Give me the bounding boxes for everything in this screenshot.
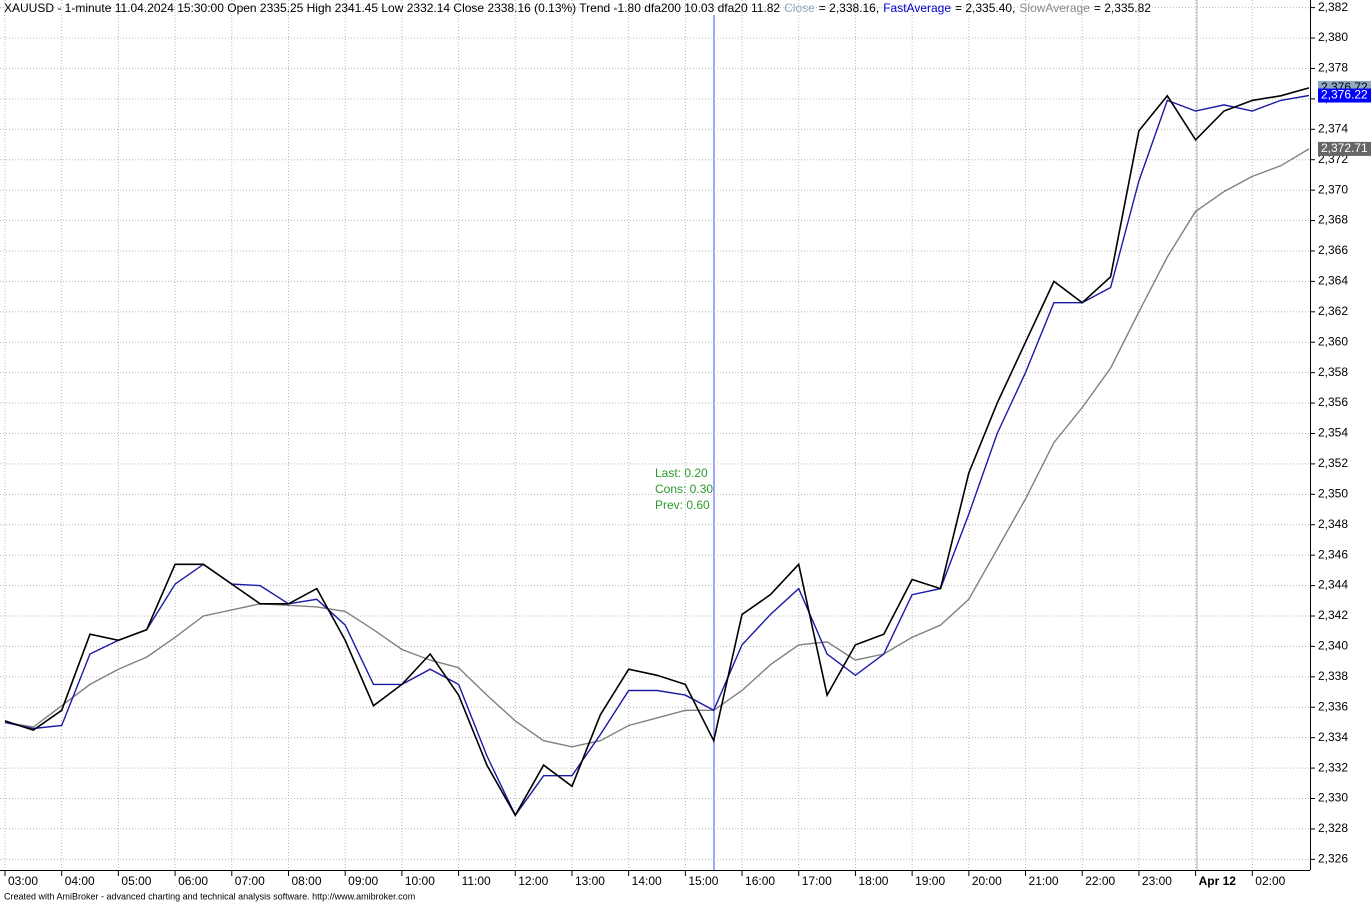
y-tick-label: 2,326: [1318, 852, 1348, 866]
y-tick-label: 2,380: [1318, 30, 1348, 44]
y-tick-label: 2,344: [1318, 578, 1348, 592]
annotation: Last: 0.20: [655, 466, 708, 480]
x-tick-label: Apr 12: [1199, 874, 1237, 888]
y-tick-label: 2,358: [1318, 365, 1348, 379]
x-tick-label: 03:00: [8, 874, 38, 888]
y-tick-label: 2,348: [1318, 517, 1348, 531]
y-tick-label: 2,330: [1318, 791, 1348, 805]
legend-readout: = 2,335.40,: [955, 1, 1015, 15]
y-tick-label: 2,364: [1318, 274, 1348, 288]
series-line: [4, 87, 1310, 817]
y-tick-label: 2,382: [1318, 0, 1348, 14]
y-tick-label: 2,370: [1318, 182, 1348, 196]
x-tick-label: 12:00: [518, 874, 548, 888]
series-lines: [4, 87, 1310, 817]
legend-name: FastAverage: [883, 1, 951, 15]
title-text: XAUUSD - 1-minute 11.04.2024 15:30:00 Op…: [4, 1, 780, 15]
y-tick-label: 2,328: [1318, 821, 1348, 835]
y-tick-label: 2,334: [1318, 730, 1348, 744]
x-tick-label: 09:00: [348, 874, 378, 888]
last-value-label: 2,372.71: [1321, 141, 1368, 155]
y-tick-label: 2,342: [1318, 608, 1348, 622]
y-tick-label: 2,374: [1318, 121, 1348, 135]
y-tick-label: 2,378: [1318, 61, 1348, 75]
y-tick-label: 2,350: [1318, 486, 1348, 500]
x-tick-label: 23:00: [1142, 874, 1172, 888]
legend-name: SlowAverage: [1019, 1, 1090, 15]
x-tick-label: 16:00: [745, 874, 775, 888]
x-tick-label: 06:00: [178, 874, 208, 888]
y-tick-label: 2,352: [1318, 456, 1348, 470]
grid: [0, 0, 1310, 870]
x-tick-label: 15:00: [688, 874, 718, 888]
x-tick-label: 21:00: [1029, 874, 1059, 888]
y-tick-label: 2,340: [1318, 639, 1348, 653]
x-tick-label: 04:00: [65, 874, 95, 888]
y-tick-label: 2,366: [1318, 243, 1348, 257]
y-tick-label: 2,356: [1318, 395, 1348, 409]
x-tick-label: 02:00: [1255, 874, 1285, 888]
annotation: Prev: 0.60: [655, 498, 710, 512]
y-tick-label: 2,354: [1318, 426, 1348, 440]
y-tick-label: 2,338: [1318, 669, 1348, 683]
y-tick-label: 2,346: [1318, 547, 1348, 561]
x-tick-label: 05:00: [121, 874, 151, 888]
x-tick-label: 22:00: [1085, 874, 1115, 888]
x-tick-label: 10:00: [405, 874, 435, 888]
chart-title: XAUUSD - 1-minute 11.04.2024 15:30:00 Op…: [4, 1, 1151, 15]
annotation: Cons: 0.30: [655, 482, 713, 496]
legend-readout: = 2,338.16,: [819, 1, 879, 15]
x-tick-label: 14:00: [632, 874, 662, 888]
x-tick-label: 20:00: [972, 874, 1002, 888]
footer: Created with AmiBroker - advanced charti…: [4, 891, 415, 901]
x-tick-label: 08:00: [291, 874, 321, 888]
series-line: [4, 148, 1310, 748]
x-tick-label: 18:00: [858, 874, 888, 888]
y-tick-label: 2,360: [1318, 334, 1348, 348]
x-tick-label: 07:00: [235, 874, 265, 888]
y-tick-label: 2,336: [1318, 699, 1348, 713]
y-tick-label: 2,368: [1318, 213, 1348, 227]
x-tick-label: 11:00: [462, 874, 491, 888]
x-tick-label: 17:00: [802, 874, 832, 888]
y-tick-label: 2,332: [1318, 760, 1348, 774]
last-value-badge: [1318, 88, 1371, 103]
x-tick-label: 13:00: [575, 874, 605, 888]
y-tick-label: 2,362: [1318, 304, 1348, 318]
legend-readout: = 2,335.82: [1094, 1, 1151, 15]
x-tick-label: 19:00: [915, 874, 945, 888]
last-value-badge: [1318, 141, 1371, 156]
legend-name: Close: [784, 1, 815, 15]
last-value-label: 2,376.22: [1321, 88, 1368, 102]
